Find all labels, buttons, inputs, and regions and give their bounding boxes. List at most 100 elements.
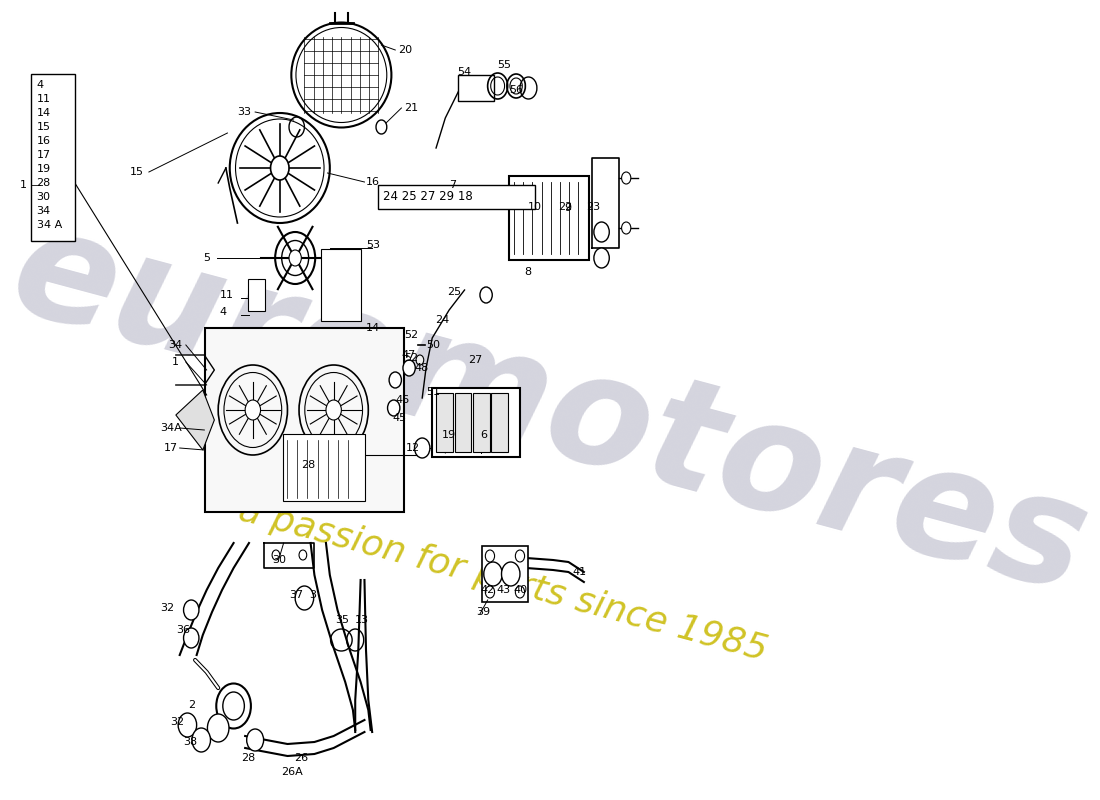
FancyBboxPatch shape [432, 388, 520, 457]
Circle shape [387, 400, 400, 416]
FancyBboxPatch shape [205, 328, 405, 512]
FancyBboxPatch shape [321, 249, 362, 321]
Text: 20: 20 [398, 45, 412, 55]
Text: 39: 39 [476, 607, 491, 617]
FancyBboxPatch shape [459, 75, 494, 101]
Circle shape [299, 550, 307, 560]
Text: 7: 7 [449, 180, 456, 190]
Circle shape [594, 248, 609, 268]
Text: 32: 32 [161, 603, 175, 613]
Text: 35: 35 [336, 615, 349, 625]
Polygon shape [176, 390, 214, 450]
Circle shape [184, 628, 199, 648]
FancyBboxPatch shape [283, 434, 365, 501]
Circle shape [621, 222, 630, 234]
Circle shape [178, 713, 197, 737]
Text: 13: 13 [355, 615, 370, 625]
Text: 16: 16 [36, 136, 51, 146]
Circle shape [403, 360, 416, 376]
Text: 1 —: 1 — [20, 180, 41, 190]
Text: 15: 15 [36, 122, 51, 132]
Text: 17: 17 [164, 443, 178, 453]
Text: 52: 52 [405, 353, 419, 363]
Circle shape [415, 438, 430, 458]
Text: 22: 22 [559, 202, 573, 212]
Circle shape [272, 550, 279, 560]
Circle shape [289, 250, 301, 266]
Text: 37: 37 [289, 590, 304, 600]
FancyBboxPatch shape [473, 393, 490, 452]
Text: 54: 54 [456, 67, 471, 77]
Text: 34: 34 [36, 206, 51, 216]
FancyBboxPatch shape [31, 74, 75, 241]
Text: 14: 14 [366, 323, 381, 333]
Text: 4: 4 [36, 80, 44, 90]
Text: a passion for parts since 1985: a passion for parts since 1985 [235, 493, 771, 667]
Text: 48: 48 [415, 363, 429, 373]
Text: 33: 33 [238, 107, 252, 117]
Circle shape [192, 728, 210, 752]
Text: 9: 9 [564, 203, 572, 213]
Circle shape [516, 550, 525, 562]
Circle shape [485, 586, 495, 598]
Text: 30: 30 [272, 555, 286, 565]
Text: 5: 5 [202, 253, 210, 263]
FancyBboxPatch shape [436, 393, 453, 452]
Text: 45: 45 [393, 413, 406, 423]
Text: 32: 32 [170, 717, 185, 727]
Circle shape [389, 372, 402, 388]
Text: 6: 6 [480, 430, 487, 440]
Text: 11: 11 [220, 290, 233, 300]
Text: 41: 41 [572, 567, 586, 577]
Text: 19: 19 [441, 430, 455, 440]
Text: 34 A: 34 A [36, 220, 62, 230]
Text: 36: 36 [176, 625, 190, 635]
Text: 19: 19 [36, 164, 51, 174]
Text: 24 25 27 29 18: 24 25 27 29 18 [383, 190, 473, 203]
Text: 1: 1 [172, 357, 179, 367]
Circle shape [485, 550, 495, 562]
FancyBboxPatch shape [482, 546, 528, 602]
Text: 8: 8 [525, 267, 531, 277]
Text: 4: 4 [220, 307, 227, 317]
Text: euromotores: euromotores [0, 195, 1100, 625]
Text: 46: 46 [395, 395, 409, 405]
Circle shape [246, 729, 264, 751]
FancyBboxPatch shape [509, 176, 590, 260]
Circle shape [208, 714, 229, 742]
Text: 28: 28 [241, 753, 255, 763]
Text: 26A: 26A [282, 767, 304, 777]
Text: 53: 53 [366, 240, 379, 250]
FancyBboxPatch shape [492, 393, 508, 452]
Text: 24: 24 [436, 315, 450, 325]
Text: 16: 16 [366, 177, 379, 187]
FancyBboxPatch shape [454, 393, 472, 452]
Text: 55: 55 [497, 60, 510, 70]
Text: 43: 43 [497, 585, 512, 595]
Text: 27: 27 [469, 355, 483, 365]
Text: 2: 2 [188, 700, 195, 710]
Circle shape [480, 287, 493, 303]
Circle shape [326, 400, 341, 420]
Text: 51: 51 [426, 387, 440, 397]
Text: 42: 42 [480, 585, 494, 595]
Text: 47: 47 [402, 350, 416, 360]
Text: 34: 34 [168, 340, 183, 350]
Text: 21: 21 [404, 103, 418, 113]
Text: 15: 15 [130, 167, 144, 177]
Text: 52: 52 [405, 330, 419, 340]
Circle shape [594, 222, 609, 242]
Text: 56: 56 [509, 85, 524, 95]
Text: 28: 28 [36, 178, 51, 188]
Text: 40: 40 [514, 585, 528, 595]
Text: 17: 17 [36, 150, 51, 160]
Circle shape [621, 172, 630, 184]
Text: 38: 38 [184, 737, 198, 747]
Text: 28: 28 [301, 460, 316, 470]
Circle shape [516, 586, 525, 598]
FancyBboxPatch shape [249, 279, 265, 311]
Circle shape [184, 600, 199, 620]
Text: 25: 25 [448, 287, 462, 297]
Text: 3: 3 [309, 590, 316, 600]
Text: 23: 23 [586, 202, 601, 212]
